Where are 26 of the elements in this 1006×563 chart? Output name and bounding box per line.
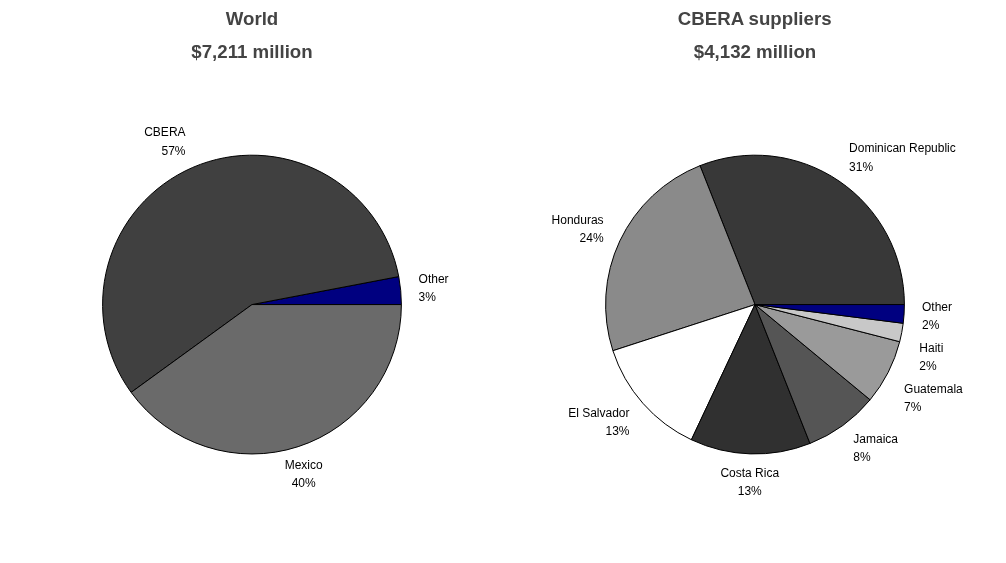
slice-label: Other	[921, 299, 953, 314]
data-label: 13%	[737, 484, 763, 499]
slice-label: Costa Rica	[720, 466, 780, 481]
data-label: 13%	[605, 424, 630, 439]
data-label: 24%	[579, 230, 604, 245]
slice-label: CBERA	[144, 125, 186, 140]
data-label: 3%	[418, 289, 437, 304]
data-label: 2%	[919, 359, 938, 374]
slice-label: Honduras	[551, 212, 604, 227]
slice-label: Haiti	[919, 340, 944, 355]
data-label: 31%	[849, 159, 874, 174]
slice-label: Dominican Republic	[849, 141, 956, 156]
slice-label: Jamaica	[853, 432, 899, 447]
data-label: 7%	[904, 400, 922, 415]
slice-label: Guatemala	[904, 382, 964, 397]
data-label: 8%	[853, 450, 872, 465]
chart-title: CBERA suppliers	[677, 7, 832, 29]
data-label: 2%	[921, 317, 940, 332]
slice-label: Mexico	[284, 457, 324, 472]
slice-label: El Salvador	[568, 406, 630, 421]
chart-subtitle: $4,132 million	[693, 40, 817, 62]
data-label: 57%	[161, 143, 186, 158]
data-label: 40%	[291, 475, 317, 490]
chart-title: World	[225, 7, 279, 29]
chart-subtitle: $7,211 million	[191, 40, 313, 62]
slice-label: Other	[418, 271, 449, 286]
